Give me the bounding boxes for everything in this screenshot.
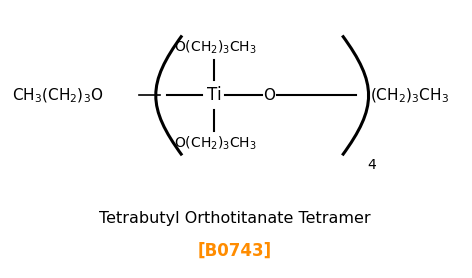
Text: [B0743]: [B0743] xyxy=(197,242,271,260)
Text: $\mathregular{Ti}$: $\mathregular{Ti}$ xyxy=(206,86,221,105)
Text: Tetrabutyl Orthotitanate Tetramer: Tetrabutyl Orthotitanate Tetramer xyxy=(99,210,370,225)
Text: $\mathregular{O(CH_2)_3CH_3}$: $\mathregular{O(CH_2)_3CH_3}$ xyxy=(174,39,257,56)
Text: $\mathregular{(CH_2)_3CH_3}$: $\mathregular{(CH_2)_3CH_3}$ xyxy=(370,86,449,105)
Text: 4: 4 xyxy=(367,158,376,172)
Text: $\mathregular{O(CH_2)_3CH_3}$: $\mathregular{O(CH_2)_3CH_3}$ xyxy=(174,134,257,152)
Text: $\mathregular{CH_3(CH_2)_3O}$: $\mathregular{CH_3(CH_2)_3O}$ xyxy=(12,86,103,105)
Text: $\mathregular{O}$: $\mathregular{O}$ xyxy=(262,87,276,103)
